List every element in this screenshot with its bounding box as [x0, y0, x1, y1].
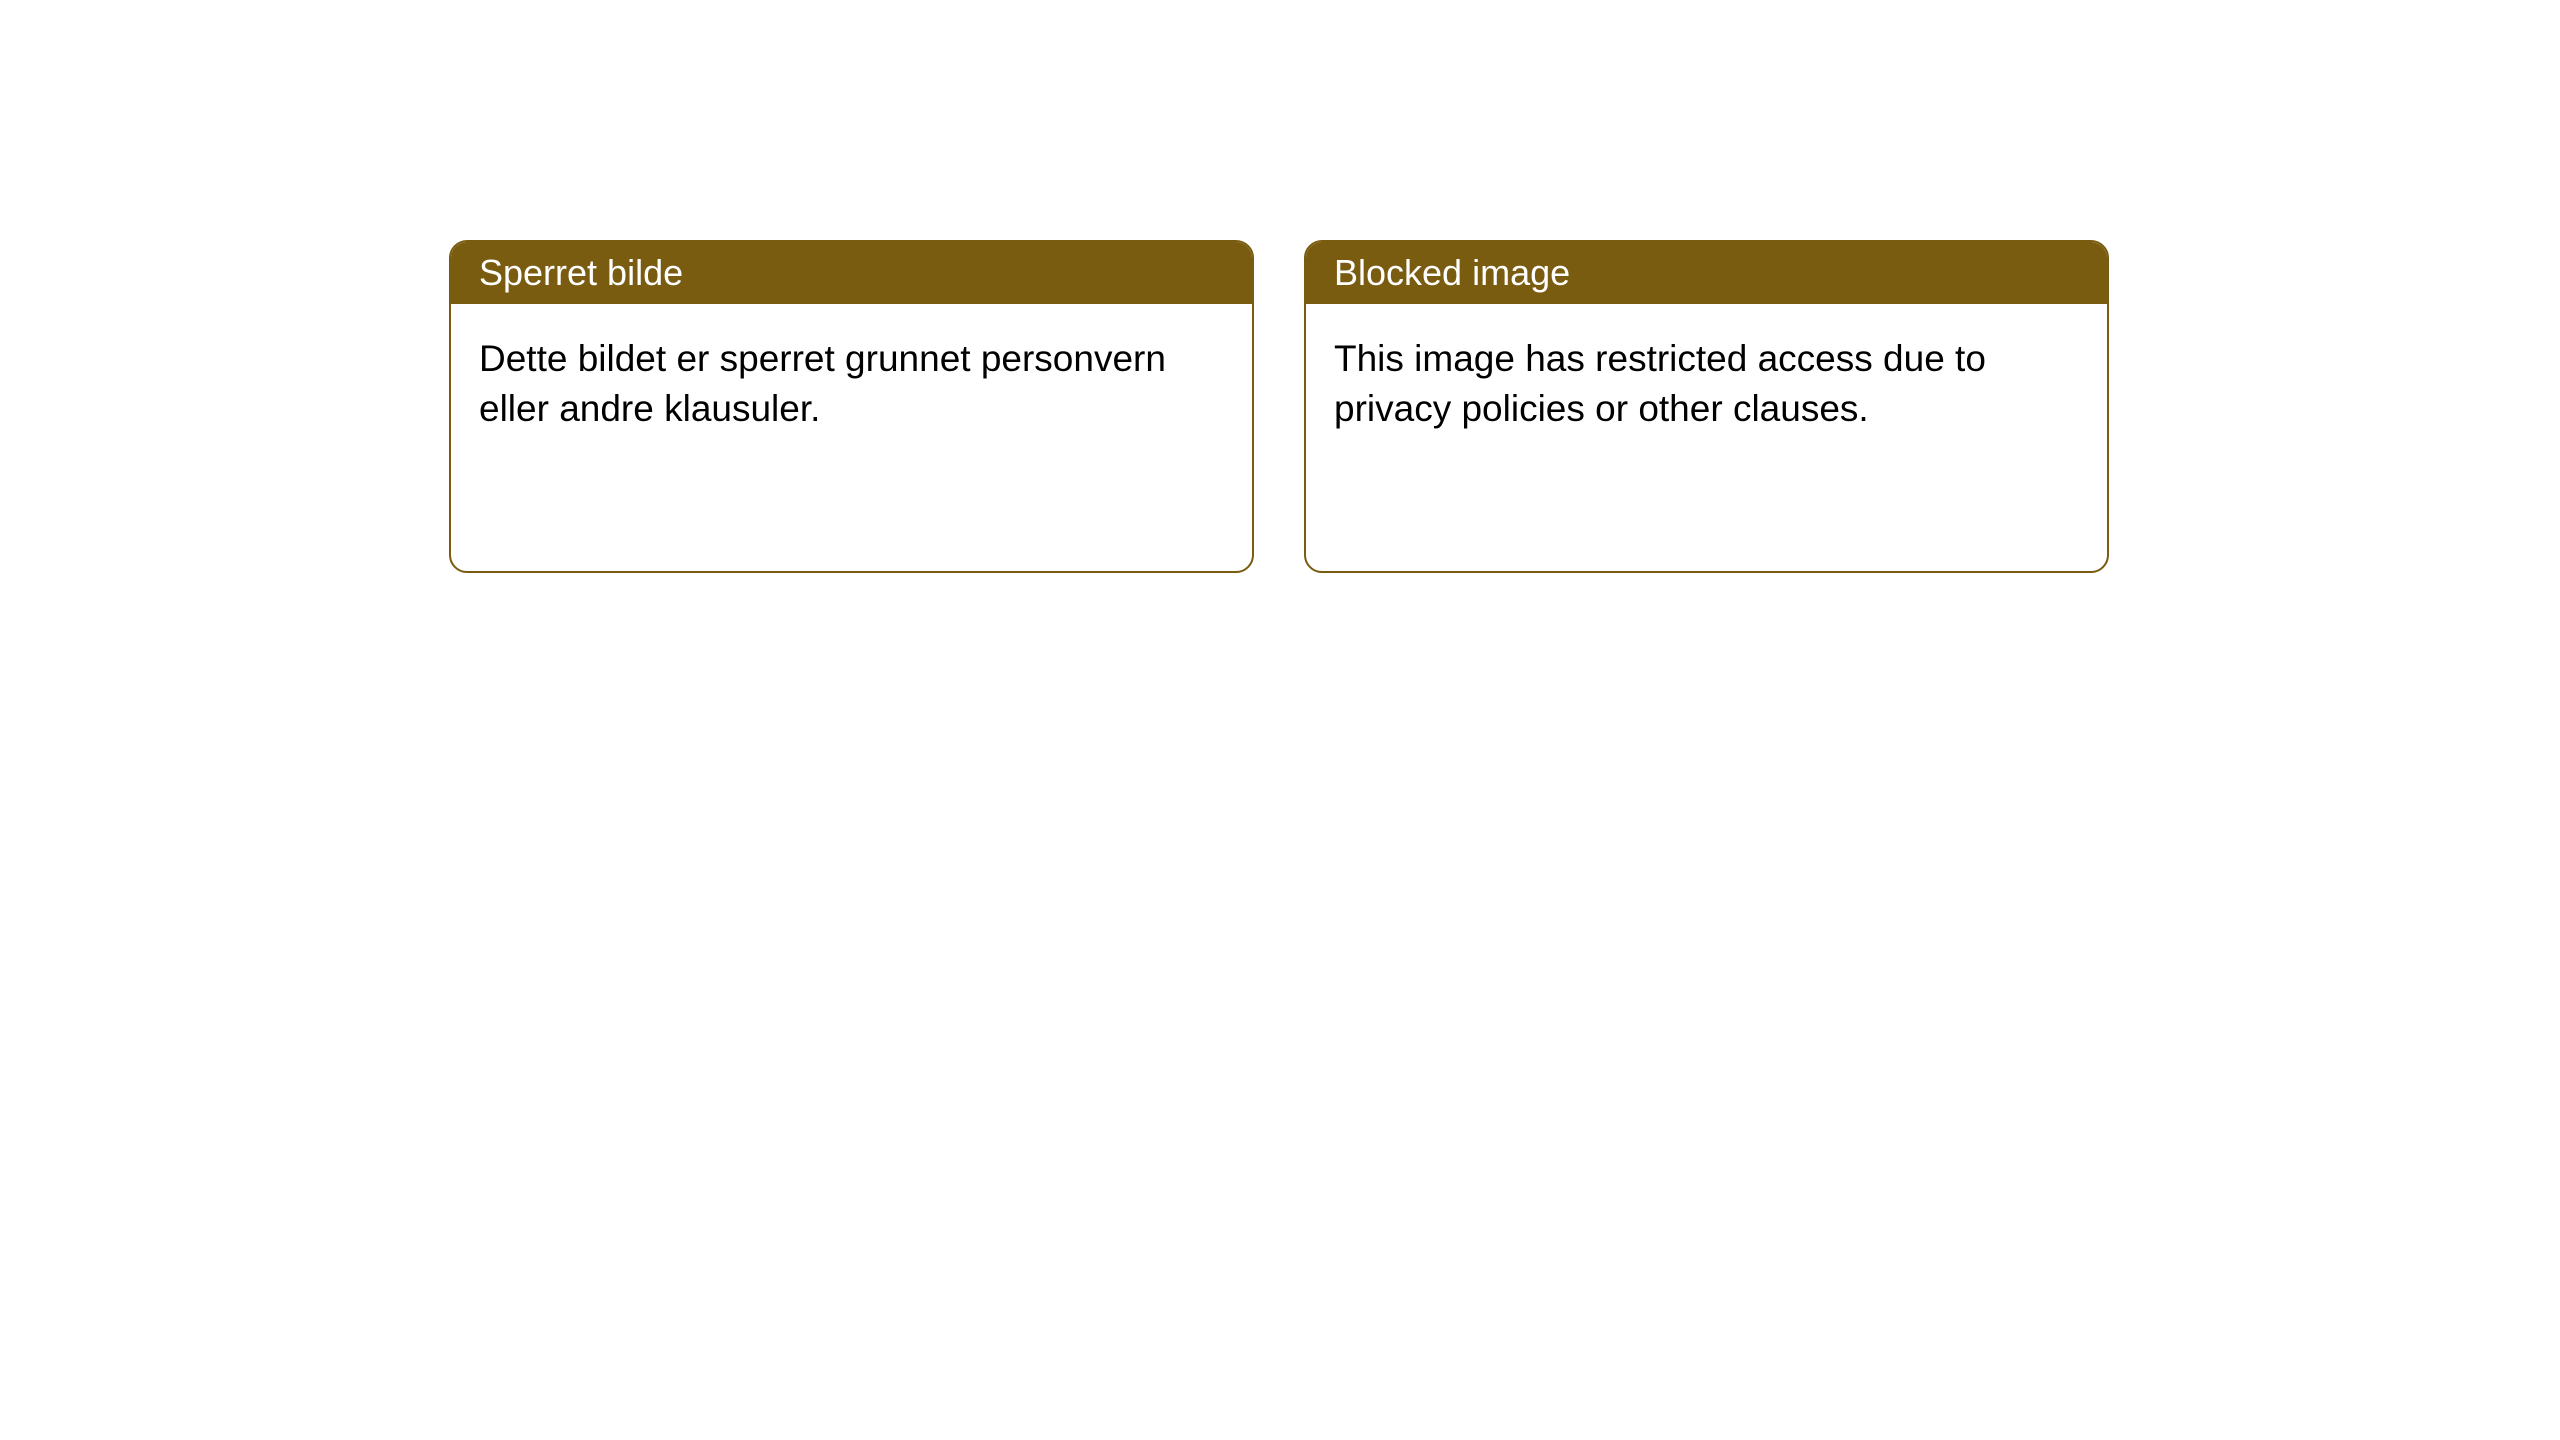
- notice-body: Dette bildet er sperret grunnet personve…: [451, 304, 1252, 464]
- notice-title: Blocked image: [1334, 252, 1570, 294]
- notice-message: Dette bildet er sperret grunnet personve…: [479, 338, 1166, 429]
- notice-card-english: Blocked image This image has restricted …: [1304, 240, 2109, 573]
- notice-body: This image has restricted access due to …: [1306, 304, 2107, 464]
- notice-message: This image has restricted access due to …: [1334, 338, 1986, 429]
- notice-header: Sperret bilde: [451, 242, 1252, 304]
- notice-header: Blocked image: [1306, 242, 2107, 304]
- notice-container: Sperret bilde Dette bildet er sperret gr…: [0, 0, 2560, 573]
- notice-card-norwegian: Sperret bilde Dette bildet er sperret gr…: [449, 240, 1254, 573]
- notice-title: Sperret bilde: [479, 252, 683, 294]
